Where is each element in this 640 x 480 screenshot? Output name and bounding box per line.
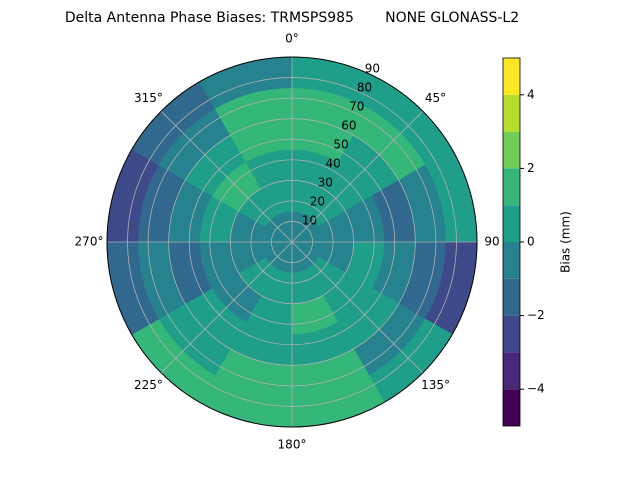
colorbar-band xyxy=(503,278,520,316)
colorbar-band xyxy=(503,389,520,426)
colorbar-tick-label: 4 xyxy=(527,87,535,101)
colorbar-tick-label: −2 xyxy=(527,308,545,322)
theta-tick-label: 0° xyxy=(285,32,299,46)
r-tick-label: 30 xyxy=(318,176,333,190)
colorbar-tick-label: 0 xyxy=(527,235,535,249)
colorbar-band xyxy=(503,58,520,95)
grid-spoke xyxy=(291,241,424,374)
colorbar-tick-label: −4 xyxy=(527,382,545,396)
r-tick-label: 50 xyxy=(333,138,348,152)
theta-tick-label: 270° xyxy=(75,235,104,249)
r-tick-label: 40 xyxy=(325,157,340,171)
r-tick-label: 60 xyxy=(341,119,356,133)
colorbar-band xyxy=(503,94,520,132)
colorbar-band xyxy=(503,352,520,390)
colorbar-band xyxy=(503,315,520,353)
grid-spoke xyxy=(291,110,424,243)
theta-tick-label: 135° xyxy=(421,378,450,392)
colorbar-band xyxy=(503,205,520,242)
theta-tick-label: 225° xyxy=(134,378,163,392)
chart-title: Delta Antenna Phase Biases: TRMSPS985 NO… xyxy=(65,10,519,26)
theta-tick-label: 180° xyxy=(278,438,307,452)
theta-tick-label: 315° xyxy=(134,91,163,105)
colorbar-band xyxy=(503,168,520,206)
r-tick-label: 10 xyxy=(302,214,317,228)
grid-spoke xyxy=(160,241,293,374)
colorbar-band xyxy=(503,242,520,279)
colorbar-tick-label: 2 xyxy=(527,161,535,175)
r-tick-label: 70 xyxy=(349,100,364,114)
r-tick-label: 80 xyxy=(357,81,372,95)
grid-spoke xyxy=(160,110,293,243)
r-tick-label: 20 xyxy=(310,195,325,209)
theta-tick-label: 45° xyxy=(425,91,446,105)
colorbar-band xyxy=(503,131,520,169)
plot-border xyxy=(106,56,478,428)
r-tick-label: 90 xyxy=(365,62,380,76)
colorbar-label: Bias (mm) xyxy=(559,211,573,273)
